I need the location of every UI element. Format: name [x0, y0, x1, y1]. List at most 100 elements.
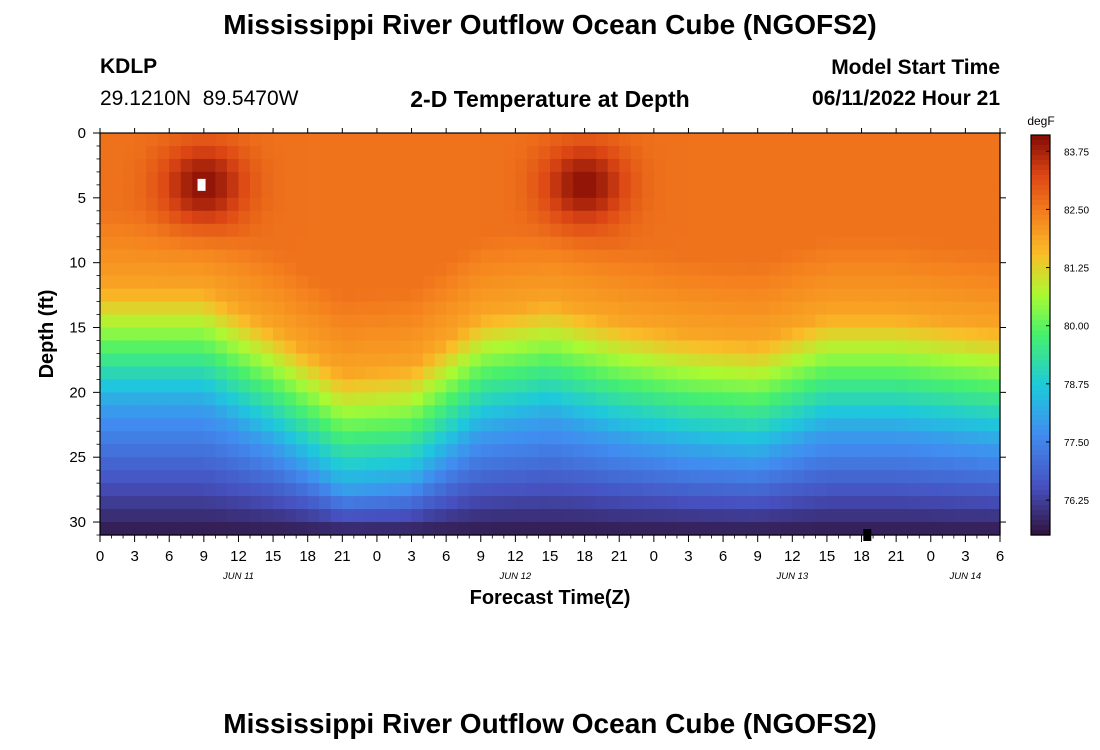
- heatmap-cell: [723, 184, 736, 199]
- heatmap-cell: [388, 275, 401, 290]
- heatmap-cell: [711, 522, 724, 536]
- heatmap-cell: [953, 366, 966, 380]
- heatmap-cell: [965, 210, 978, 225]
- heatmap-cell: [526, 314, 540, 329]
- heatmap-cell: [896, 470, 909, 484]
- heatmap-cell: [480, 470, 493, 484]
- heatmap-cell: [284, 249, 297, 264]
- heatmap-cell: [192, 522, 205, 536]
- heatmap-cell: [180, 249, 193, 264]
- heatmap-cell: [907, 483, 920, 497]
- heatmap-cell: [884, 457, 897, 471]
- heatmap-cell: [688, 366, 701, 380]
- heatmap-cell: [838, 431, 851, 445]
- chart-title-bottom: Mississippi River Outflow Ocean Cube (NG…: [223, 708, 877, 739]
- heatmap-cell: [400, 236, 413, 251]
- heatmap-cell: [757, 197, 770, 212]
- heatmap-cell: [896, 301, 909, 316]
- heatmap-cell: [734, 145, 747, 160]
- heatmap-cell: [630, 483, 643, 497]
- heatmap-cell: [988, 327, 1001, 342]
- heatmap-cell: [353, 444, 366, 458]
- heatmap-cell: [642, 327, 655, 342]
- heatmap-cell: [850, 275, 863, 290]
- heatmap-cell: [896, 223, 909, 238]
- heatmap-cell: [930, 275, 943, 290]
- heatmap-cell: [307, 275, 320, 290]
- heatmap-cell: [469, 327, 482, 342]
- colorbar-segment: [1031, 410, 1050, 416]
- heatmap-cell: [850, 145, 863, 160]
- heatmap-cell: [619, 197, 632, 212]
- heatmap-cell: [388, 301, 401, 316]
- heatmap-cell: [492, 470, 505, 484]
- colorbar-segment: [1031, 505, 1050, 511]
- heatmap-cell: [353, 249, 366, 264]
- heatmap-cell: [538, 496, 551, 510]
- heatmap-cell: [861, 133, 874, 147]
- heatmap-cell: [423, 509, 436, 523]
- heatmap-cell: [434, 184, 447, 199]
- colorbar-segment: [1031, 385, 1050, 391]
- heatmap-cell: [123, 314, 136, 329]
- heatmap-cell: [919, 444, 932, 458]
- heatmap-cell: [515, 509, 528, 523]
- heatmap-cell: [296, 405, 309, 419]
- x-tick-label: 0: [373, 548, 381, 565]
- heatmap-cell: [146, 197, 159, 212]
- heatmap-cell: [584, 483, 597, 497]
- heatmap-cell: [953, 353, 966, 368]
- heatmap-cell: [434, 379, 447, 393]
- heatmap-cell: [976, 366, 990, 380]
- heatmap-cell: [642, 210, 655, 225]
- heatmap-cell: [146, 262, 159, 277]
- heatmap-cell: [307, 353, 320, 368]
- heatmap-cell: [180, 133, 193, 147]
- heatmap-cell: [988, 405, 1001, 419]
- heatmap-cell: [469, 457, 482, 471]
- heatmap-cell: [376, 197, 390, 212]
- heatmap-cell: [526, 483, 540, 497]
- heatmap-cell: [423, 418, 436, 432]
- heatmap-cell: [942, 509, 955, 523]
- heatmap-cell: [873, 171, 886, 186]
- heatmap-cell: [700, 327, 713, 342]
- heatmap-cell: [688, 496, 701, 510]
- heatmap-cell: [930, 301, 943, 316]
- heatmap-cell: [134, 366, 147, 380]
- heatmap-cell: [134, 522, 147, 536]
- heatmap-cell: [769, 366, 782, 380]
- heatmap-cell: [365, 457, 378, 471]
- heatmap-cell: [515, 223, 528, 238]
- heatmap-cell: [469, 392, 482, 406]
- heatmap-cell: [550, 327, 563, 342]
- colorbar-segment: [1031, 235, 1050, 241]
- heatmap-cell: [538, 483, 551, 497]
- heatmap-cell: [919, 496, 932, 510]
- heatmap-cell: [965, 223, 978, 238]
- heatmap-cell: [746, 418, 759, 432]
- heatmap-cell: [180, 457, 193, 471]
- heatmap-cell: [988, 236, 1001, 251]
- heatmap-cell: [180, 158, 193, 173]
- heatmap-cell: [907, 249, 920, 264]
- heatmap-cell: [861, 288, 874, 303]
- heatmap-cell: [630, 249, 643, 264]
- heatmap-cell: [630, 418, 643, 432]
- x-tick-label: 18: [576, 548, 593, 565]
- heatmap-cell: [169, 275, 182, 290]
- heatmap-cell: [953, 418, 966, 432]
- heatmap-cell: [630, 379, 643, 393]
- heatmap-cell: [250, 158, 263, 173]
- heatmap-cell: [446, 483, 459, 497]
- x-tick-label: 0: [96, 548, 104, 565]
- heatmap-cell: [965, 418, 978, 432]
- heatmap-cell: [792, 509, 805, 523]
- heatmap-cell: [342, 366, 355, 380]
- heatmap-cell: [169, 210, 182, 225]
- heatmap-cell: [296, 301, 309, 316]
- heatmap-cell: [550, 275, 563, 290]
- heatmap-cell: [873, 444, 886, 458]
- heatmap-cell: [192, 158, 205, 173]
- heatmap-cell: [873, 366, 886, 380]
